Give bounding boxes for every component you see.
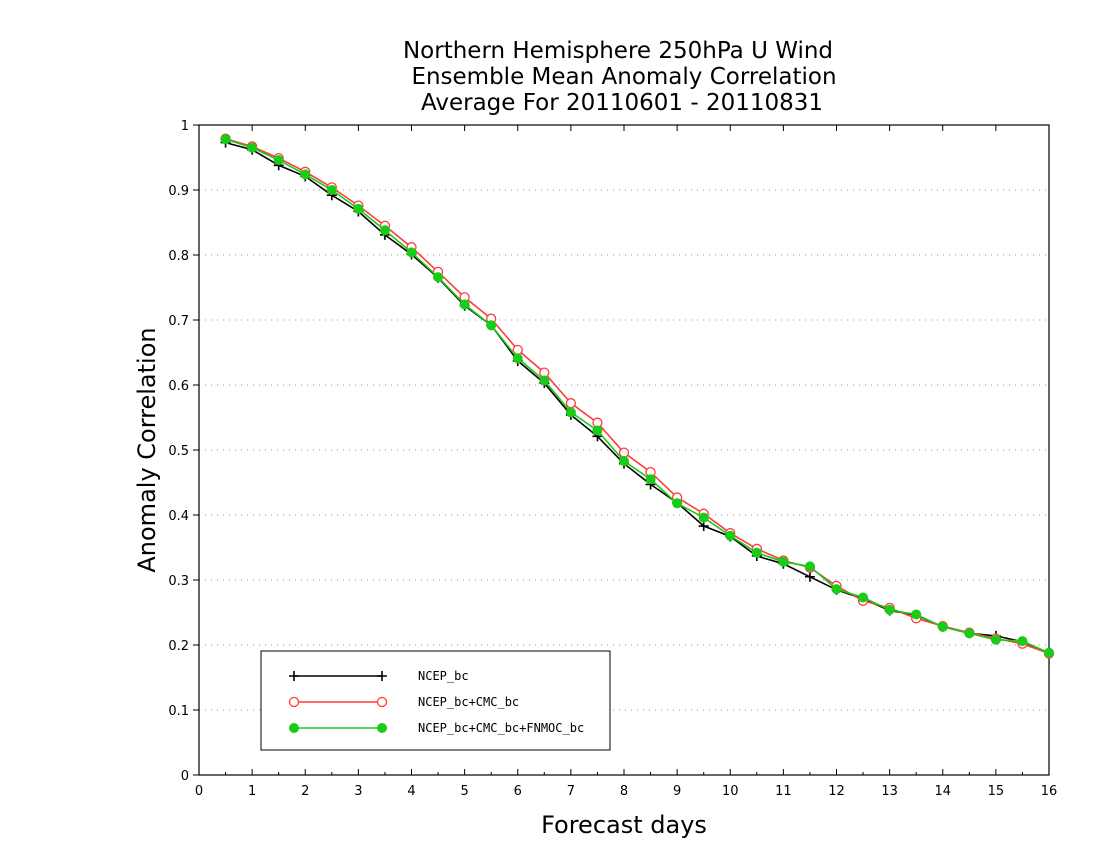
y-tick-label: 0.7: [168, 314, 189, 329]
y-tick-label: 0.6: [168, 379, 189, 394]
data-point: [911, 609, 922, 620]
x-tick-label: 7: [567, 784, 575, 799]
data-point: [459, 299, 470, 310]
x-tick-label: 15: [988, 784, 1005, 799]
data-point: [220, 134, 231, 145]
legend-marker: [289, 723, 299, 733]
data-point: [990, 634, 1001, 645]
x-tick-label: 0: [195, 784, 203, 799]
data-point: [1044, 647, 1054, 658]
x-tick-label: 13: [881, 784, 898, 799]
series-line: [225, 138, 1050, 654]
data-point: [725, 530, 736, 541]
x-tick-label: 2: [301, 784, 309, 799]
data-point: [300, 169, 311, 180]
legend-entry: NCEP_bc+CMC_bc: [288, 695, 519, 709]
x-tick-label: 11: [775, 784, 792, 799]
y-tick-label: 0.9: [168, 184, 189, 199]
data-point: [486, 320, 497, 331]
legend-label: NCEP_bc+CMC_bc: [418, 695, 519, 709]
chart-title-line-3: Average For 20110601 - 20110831: [421, 90, 823, 116]
x-tick-label: 10: [722, 784, 739, 799]
y-tick-label: 1: [181, 119, 189, 134]
data-point: [273, 155, 284, 166]
data-point: [698, 521, 709, 532]
x-tick-label: 16: [1041, 784, 1058, 799]
x-tick-label: 5: [460, 784, 468, 799]
y-tick-label: 0.2: [168, 639, 189, 654]
data-point: [831, 584, 842, 595]
legend-label: NCEP_bc+CMC_bc+FNMOC_bc: [418, 721, 584, 735]
legend-marker: [288, 696, 300, 708]
grid-lines: [199, 189, 1049, 711]
data-point: [618, 447, 630, 458]
data-point: [751, 547, 762, 558]
data-point: [406, 247, 417, 258]
data-point: [804, 561, 815, 572]
series-line: [225, 137, 1050, 655]
data-point: [247, 142, 258, 153]
legend-box: [260, 650, 611, 751]
x-tick-label: 14: [934, 784, 951, 799]
x-tick-label: 3: [354, 784, 362, 799]
legend-entry: NCEP_bc+CMC_bc+FNMOC_bc: [289, 721, 584, 735]
data-point: [778, 556, 789, 567]
data-point: [964, 628, 975, 639]
data-point: [672, 498, 683, 509]
data-point: [937, 621, 948, 632]
x-tick-label: 6: [514, 784, 522, 799]
chart-title-line-1: Northern Hemisphere 250hPa U Wind: [403, 38, 833, 64]
data-point: [858, 592, 869, 603]
y-axis-title: Anomaly Correlation: [133, 327, 161, 572]
y-tick-label: 0.1: [168, 704, 189, 719]
data-point: [592, 425, 603, 436]
x-tick-label: 12: [828, 784, 845, 799]
series-line: [225, 141, 1050, 655]
data-point: [698, 512, 709, 523]
y-tick-label: 0.4: [168, 509, 189, 524]
data-point: [804, 571, 815, 582]
data-point: [379, 225, 390, 236]
data-point: [353, 203, 364, 214]
legend-marker: [377, 671, 387, 681]
x-tick-label: 1: [248, 784, 256, 799]
data-point: [645, 474, 656, 485]
legend: NCEP_bc NCEP_bc+CMC_bc NCEP_bc+CMC_bc+FNMO…: [260, 650, 611, 751]
legend-marker: [376, 696, 388, 708]
data-point: [539, 375, 550, 386]
data-point: [512, 353, 523, 364]
legend-marker: [377, 723, 387, 733]
y-tick-label: 0.3: [168, 574, 189, 589]
data-point: [1017, 636, 1028, 647]
series-3: [220, 134, 1054, 658]
chart-title-line-2: Ensemble Mean Anomaly Correlation: [411, 64, 836, 90]
y-tick-label: 0: [181, 769, 189, 784]
data-point: [326, 185, 337, 195]
y-tick-label: 0.8: [168, 249, 189, 264]
data-point: [619, 456, 629, 467]
x-axis: 0 1 2 3 4 5 6 7 8 9 10 11 12 13 14 15 16: [195, 125, 1057, 799]
y-tick-label: 0.5: [168, 444, 189, 459]
legend-marker: [289, 671, 299, 681]
x-tick-label: 9: [673, 784, 681, 799]
x-axis-title: Forecast days: [541, 811, 707, 839]
series-2: [220, 133, 1055, 659]
data-point: [565, 398, 577, 409]
chart-title: Northern Hemisphere 250hPa U Wind Ensemb…: [403, 38, 837, 116]
data-point: [433, 272, 444, 283]
y-axis: 0 0.1 0.2 0.3 0.4 0.5 0.6 0.7 0.8 0.9 1: [168, 119, 199, 784]
x-tick-label: 4: [407, 784, 415, 799]
legend-entry: NCEP_bc: [289, 669, 469, 683]
data-point: [565, 407, 576, 418]
legend-label: NCEP_bc: [418, 669, 469, 683]
x-tick-label: 8: [620, 784, 628, 799]
data-series: [220, 133, 1055, 659]
data-point: [884, 604, 895, 615]
